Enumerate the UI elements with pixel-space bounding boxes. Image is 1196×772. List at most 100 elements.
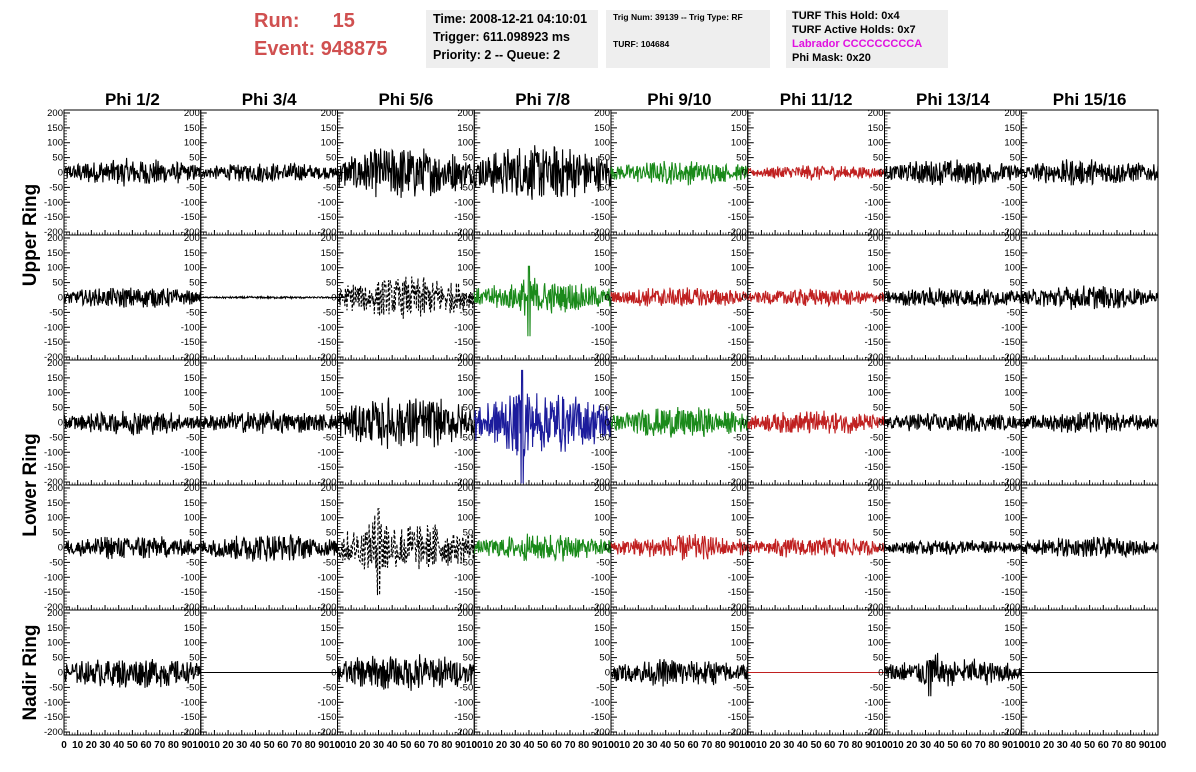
- y-tick-label: -100: [181, 197, 200, 208]
- y-tick-label: 200: [731, 108, 747, 119]
- y-tick-label: 0: [741, 543, 746, 554]
- y-tick-label: 100: [731, 638, 747, 649]
- y-tick-label: -200: [864, 602, 883, 613]
- y-tick-label: 150: [1004, 498, 1020, 509]
- y-tick-label: -50: [870, 557, 884, 568]
- y-tick-label: -200: [454, 727, 473, 738]
- y-tick-label: -150: [864, 462, 883, 473]
- y-tick-label: 50: [873, 153, 884, 164]
- y-tick-label: 150: [594, 498, 610, 509]
- event-number: Event: 948875: [254, 38, 387, 61]
- y-tick-label: -150: [1001, 587, 1020, 598]
- y-tick-label: 100: [1004, 388, 1020, 399]
- x-tick-label: 20: [1043, 740, 1055, 751]
- waveform-panel: -200 -150 -100 -50 0 50 100 150 200: [181, 483, 339, 613]
- y-tick-label: 0: [1015, 293, 1020, 304]
- y-tick-label: 0: [741, 168, 746, 179]
- y-tick-label: 50: [463, 653, 474, 664]
- x-tick-label: 50: [674, 740, 686, 751]
- y-tick-label: -150: [454, 337, 473, 348]
- y-tick-label: 0: [468, 168, 473, 179]
- y-tick-label: -50: [596, 432, 610, 443]
- x-tick-label: 60: [140, 740, 152, 751]
- y-tick-label: 150: [731, 123, 747, 134]
- y-tick-label: 100: [184, 638, 200, 649]
- y-tick-label: -100: [317, 447, 336, 458]
- y-tick-label: 200: [184, 358, 200, 369]
- y-tick-label: 50: [463, 153, 474, 164]
- waveform-trace: [336, 276, 475, 319]
- y-tick-label: 50: [736, 153, 747, 164]
- y-tick-label: 200: [731, 358, 747, 369]
- y-tick-label: 50: [189, 653, 200, 664]
- y-tick-label: 200: [184, 233, 200, 244]
- y-tick-label: 200: [868, 483, 884, 494]
- y-tick-label: 100: [731, 513, 747, 524]
- x-tick-label: 20: [496, 740, 508, 751]
- waveform-trace: [200, 162, 339, 183]
- y-tick-label: -200: [864, 727, 883, 738]
- x-tick-label: 30: [99, 740, 111, 751]
- y-tick-label: -100: [591, 697, 610, 708]
- x-tick-label: 40: [523, 740, 535, 751]
- x-tick-label: 50: [127, 740, 139, 751]
- y-tick-label: -200: [44, 602, 63, 613]
- y-tick-label: 100: [184, 513, 200, 524]
- y-tick-label: 200: [868, 358, 884, 369]
- column-label: Phi 1/2: [105, 90, 160, 109]
- y-tick-label: -50: [1007, 307, 1021, 318]
- y-tick-label: 200: [321, 358, 337, 369]
- waveform-panel: -200 -150 -100 -50 0 50 100 150 200: [1001, 358, 1159, 488]
- y-tick-label: 100: [868, 138, 884, 149]
- y-tick-label: 100: [1004, 138, 1020, 149]
- x-tick-label: 100: [739, 740, 756, 751]
- x-tick-label: 70: [428, 740, 440, 751]
- x-tick-label: 0: [61, 740, 67, 751]
- y-tick-label: 100: [594, 388, 610, 399]
- x-tick-label: 90: [729, 740, 741, 751]
- waveform-panel: -200 -150 -100 -50 0 50 100 150 200: [591, 483, 749, 613]
- y-tick-label: -50: [186, 307, 200, 318]
- y-tick-label: 50: [326, 653, 337, 664]
- y-tick-label: -50: [49, 432, 63, 443]
- y-tick-label: 100: [868, 513, 884, 524]
- x-tick-label: 90: [1002, 740, 1014, 751]
- x-tick-label: 90: [1139, 740, 1151, 751]
- y-tick-label: -100: [317, 572, 336, 583]
- y-tick-label: 0: [468, 668, 473, 679]
- y-tick-label: 100: [184, 138, 200, 149]
- run-label: Run:: [254, 10, 300, 32]
- y-tick-label: 50: [599, 653, 610, 664]
- y-tick-label: -50: [49, 182, 63, 193]
- y-tick-label: 100: [1004, 638, 1020, 649]
- y-tick-label: 200: [184, 108, 200, 119]
- y-tick-label: 150: [457, 498, 473, 509]
- y-tick-label: -50: [186, 682, 200, 693]
- waveform-panel: -200 -150 -100 -50 0 50 100 150 200: [864, 108, 1022, 238]
- y-tick-label: -150: [44, 212, 63, 223]
- y-tick-label: 0: [58, 168, 63, 179]
- y-tick-label: 50: [873, 653, 884, 664]
- y-tick-label: -100: [864, 197, 883, 208]
- y-tick-label: -50: [733, 682, 747, 693]
- x-tick-label: 10: [893, 740, 905, 751]
- y-tick-label: -100: [454, 572, 473, 583]
- x-tick-label: 10: [756, 740, 768, 751]
- y-tick-label: -50: [460, 682, 474, 693]
- y-tick-label: -50: [733, 557, 747, 568]
- x-tick-label: 50: [264, 740, 276, 751]
- y-tick-label: -100: [44, 572, 63, 583]
- y-tick-label: -200: [1001, 352, 1020, 363]
- y-tick-label: -150: [728, 462, 747, 473]
- waveform-panel: -200 -150 -100 -50 0 50 100 150 200: [728, 358, 885, 488]
- waveform-trace: [610, 287, 749, 307]
- x-tick-label: 40: [934, 740, 946, 751]
- y-tick-label: -50: [323, 432, 337, 443]
- y-tick-label: -50: [596, 307, 610, 318]
- x-tick-label: 20: [770, 740, 782, 751]
- y-tick-label: -100: [1001, 697, 1020, 708]
- x-tick-label: 70: [291, 740, 303, 751]
- y-tick-label: 100: [321, 138, 337, 149]
- waveform-trace: [1020, 285, 1159, 310]
- y-tick-label: -50: [186, 557, 200, 568]
